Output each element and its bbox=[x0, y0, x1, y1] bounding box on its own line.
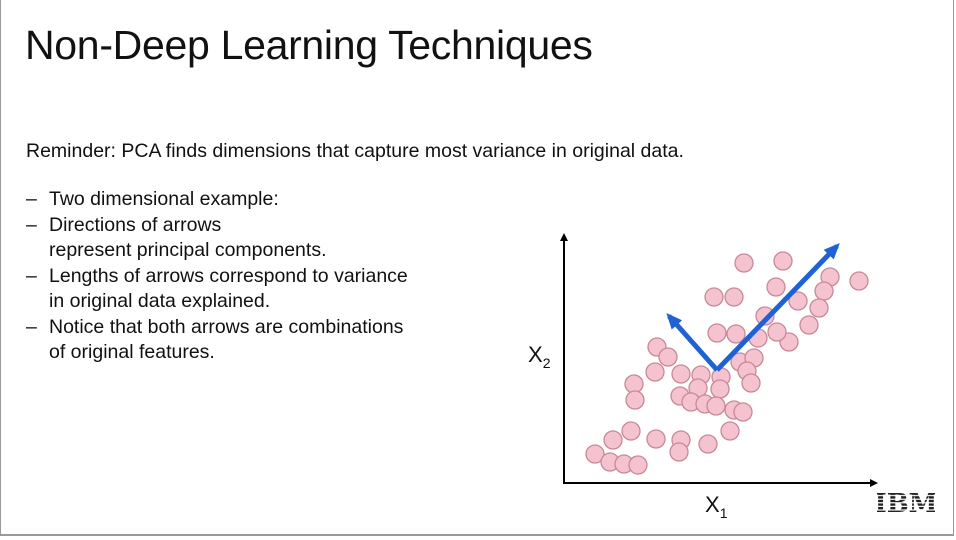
bullet-text: Two dimensional example: bbox=[49, 188, 279, 210]
data-point bbox=[741, 373, 761, 393]
data-point bbox=[645, 362, 665, 382]
data-point bbox=[734, 253, 754, 273]
bullet-item: – Notice that both arrows are combinatio… bbox=[26, 315, 476, 366]
x-axis-letter: X bbox=[705, 492, 720, 517]
data-point bbox=[755, 306, 775, 326]
bullet-item: – Lengths of arrows correspond to varian… bbox=[26, 264, 476, 315]
data-point bbox=[766, 277, 786, 297]
data-point bbox=[726, 324, 746, 344]
pca-diagram: X2 X1 bbox=[528, 233, 878, 520]
x-axis-label: X1 bbox=[705, 492, 728, 520]
data-point bbox=[849, 271, 869, 291]
data-point bbox=[707, 323, 727, 343]
bullet-text: of original features. bbox=[49, 341, 215, 363]
slide-title: Non-Deep Learning Techniques bbox=[25, 22, 593, 68]
data-point bbox=[710, 379, 730, 399]
y-axis-label: X2 bbox=[528, 342, 551, 371]
data-point bbox=[788, 291, 808, 311]
data-point bbox=[704, 287, 724, 307]
y-axis-letter: X bbox=[528, 342, 543, 367]
bullet-text: represent principal components. bbox=[49, 239, 327, 261]
bullet-list: – Two dimensional example: – Directions … bbox=[26, 187, 476, 366]
data-point bbox=[733, 402, 753, 422]
data-point bbox=[628, 455, 648, 475]
bullet-item: – Directions of arrows represent princip… bbox=[26, 213, 476, 264]
principal-component-arrow-1 bbox=[715, 243, 840, 372]
data-point bbox=[621, 421, 641, 441]
data-point bbox=[720, 421, 740, 441]
bullet-dash: – bbox=[26, 188, 37, 210]
data-point bbox=[809, 298, 829, 318]
bullet-text: Directions of arrows bbox=[49, 213, 222, 236]
bullet-item: – Two dimensional example: bbox=[26, 187, 476, 213]
bullet-text: Notice that both arrows are combinations bbox=[49, 315, 404, 338]
data-point bbox=[724, 287, 744, 307]
data-point bbox=[585, 444, 605, 464]
bullet-dash: – bbox=[26, 264, 37, 287]
data-point bbox=[698, 434, 718, 454]
data-point bbox=[624, 374, 644, 394]
data-point bbox=[603, 430, 623, 450]
data-point bbox=[767, 322, 787, 342]
bullet-text: in original data explained. bbox=[49, 290, 271, 312]
bullet-dash: – bbox=[26, 315, 37, 338]
principal-component-arrow-2 bbox=[666, 313, 719, 372]
data-point bbox=[814, 281, 834, 301]
data-point bbox=[658, 347, 678, 367]
data-point bbox=[669, 442, 689, 462]
data-point bbox=[799, 315, 819, 335]
data-point bbox=[646, 429, 666, 449]
data-points bbox=[585, 251, 869, 475]
data-point bbox=[671, 364, 691, 384]
data-point bbox=[706, 396, 726, 416]
ibm-logo: IBM bbox=[877, 489, 935, 515]
data-point bbox=[625, 390, 645, 410]
y-axis-subscript: 2 bbox=[543, 355, 551, 371]
bullet-text: Lengths of arrows correspond to variance bbox=[49, 264, 408, 287]
bullet-dash: – bbox=[26, 213, 37, 236]
data-point bbox=[773, 251, 793, 271]
reminder-text: Reminder: PCA finds dimensions that capt… bbox=[26, 140, 684, 162]
x-axis-subscript: 1 bbox=[720, 505, 728, 520]
